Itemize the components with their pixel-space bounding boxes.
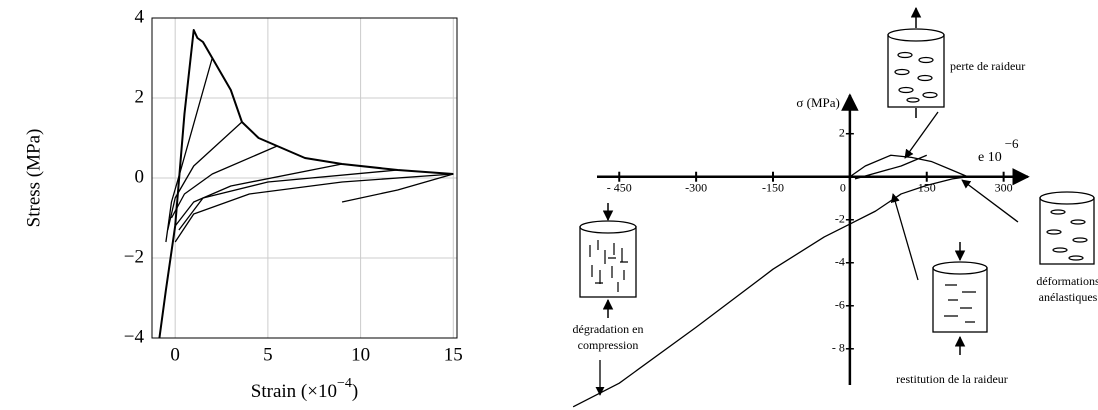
x-tick-label: -300	[685, 180, 707, 194]
annotation: anélastiques	[1039, 290, 1098, 304]
y-tick-label: 4	[135, 6, 145, 27]
illustrations	[579, 6, 1095, 396]
y-tick-label: 2	[839, 125, 845, 139]
annotation: dégradation en	[573, 322, 644, 336]
x-tick-label: -150	[762, 180, 784, 194]
y-tick-label: -6	[835, 298, 845, 312]
line-series	[158, 29, 454, 339]
line-series	[854, 154, 928, 180]
y-tick-label: - 8	[832, 341, 845, 355]
y-tick-label: 2	[135, 86, 145, 107]
annotation: perte de raideur	[950, 59, 1025, 73]
x-tick-label: 5	[263, 344, 273, 365]
y-tick-label: −4	[124, 326, 145, 347]
plot-frame	[151, 17, 458, 339]
y-tick-label: -2	[835, 211, 845, 225]
line-series	[165, 57, 213, 243]
x-tick-label: 300	[995, 180, 1013, 194]
line-series	[174, 173, 454, 243]
y-axis-label: σ (MPa)	[796, 95, 839, 110]
line-series	[167, 121, 243, 231]
y-tick-label: -4	[835, 255, 845, 269]
x-axis-label-part: −4	[337, 376, 352, 391]
x-tick-label: 0	[170, 344, 180, 365]
x-axis-label: Strain (×10−4)	[251, 376, 358, 402]
x-axis-label-part: −6	[1005, 136, 1019, 151]
x-axis-label-part: e 10	[978, 150, 1002, 165]
x-tick-label: - 450	[607, 180, 632, 194]
x-axis-label-part: )	[352, 381, 358, 402]
x-tick-label: 15	[444, 344, 463, 365]
annotation: déformations	[1036, 274, 1098, 288]
y-tick-label: −2	[124, 246, 144, 267]
y-axis-label: Stress (MPa)	[23, 129, 44, 228]
line-series	[170, 145, 278, 219]
x-tick-label: 10	[351, 344, 370, 365]
x-axis-label-part: Strain (×10	[251, 381, 337, 402]
line-series	[174, 163, 343, 227]
x-axis-label: e 10−6	[978, 136, 1019, 165]
annotation: restitution de la raideur	[896, 372, 1008, 386]
line-series	[849, 154, 969, 178]
x-tick-label: 0	[840, 180, 846, 194]
line-series	[572, 176, 968, 408]
line-series	[341, 173, 454, 203]
line-series	[178, 169, 398, 231]
annotation: compression	[578, 338, 639, 352]
y-tick-label: 0	[135, 166, 145, 187]
